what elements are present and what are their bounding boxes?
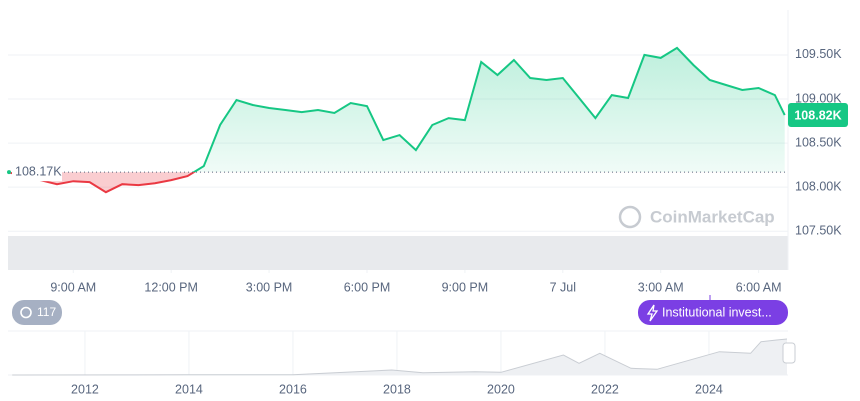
x-tick-label: 2014 (175, 382, 203, 396)
navigator-fill (12, 339, 787, 375)
price-line (8, 46, 786, 173)
x-tick-label: 3:00 PM (246, 280, 293, 294)
baseline-label-bg (12, 163, 62, 182)
volume-bars (8, 236, 788, 270)
x-tick-label: 2012 (71, 382, 99, 396)
event-label: Institutional invest... (662, 305, 772, 319)
watermark: CoinMarketCap (618, 205, 775, 229)
history-count: 117 (37, 305, 56, 319)
navigator-line (12, 338, 788, 376)
x-tick-label: 2018 (383, 382, 411, 396)
baseline-label: 108.17K (15, 164, 62, 178)
x-tick-label: 9:00 PM (442, 280, 489, 294)
x-tick-label: 7 Jul (550, 280, 576, 294)
y-tick-label: 108.00K (795, 179, 842, 193)
x-tick-label: 2022 (591, 382, 619, 396)
y-tick-label: 109.00K (795, 91, 842, 105)
navigator-handle[interactable] (782, 342, 796, 364)
x-tick-label: 2016 (279, 382, 307, 396)
current-price-label: 108.82K (794, 108, 841, 122)
x-tick-label: 6:00 AM (736, 280, 782, 294)
current-price-badge (788, 103, 848, 128)
x-tick-label: 6:00 PM (344, 280, 391, 294)
x-tick-label: 2024 (695, 382, 723, 396)
x-tick-label: 3:00 AM (638, 280, 684, 294)
event-badge[interactable] (638, 300, 788, 325)
baseline-dot (7, 170, 11, 175)
y-tick-label: 109.50K (795, 47, 842, 61)
price-line-below (7, 172, 196, 194)
area-above (8, 47, 785, 173)
x-tick-label: 9:00 AM (50, 280, 96, 294)
event-icon (646, 304, 659, 322)
x-tick-label: 12:00 PM (144, 280, 198, 294)
watermark-text: CoinMarketCap (650, 207, 775, 226)
x-tick-label: 2020 (487, 382, 515, 396)
y-tick-label: 108.50K (795, 135, 842, 149)
history-icon (20, 306, 32, 319)
history-badge[interactable] (12, 300, 62, 325)
y-tick-label: 107.50K (795, 224, 842, 238)
